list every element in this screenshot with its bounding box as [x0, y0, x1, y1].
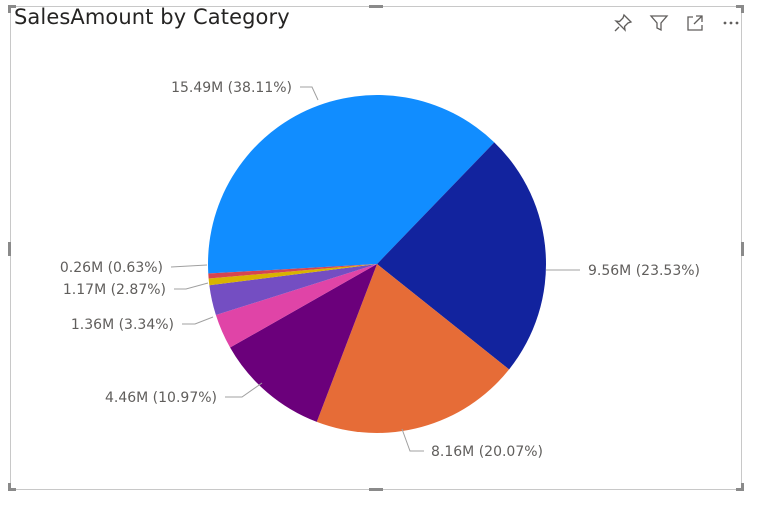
resize-handle-top-right-v[interactable]: [741, 5, 744, 13]
leader-line: [225, 382, 263, 398]
resize-handle-bottom-left[interactable]: [8, 488, 16, 491]
resize-handle-top-right[interactable]: [736, 5, 744, 8]
resize-handle-top[interactable]: [369, 5, 383, 8]
pie-slice[interactable]: [208, 95, 495, 274]
pie-slice[interactable]: [209, 264, 377, 316]
leader-line: [170, 264, 208, 268]
filter-button[interactable]: [646, 10, 672, 36]
pin-button[interactable]: [610, 10, 636, 36]
chart-title: SalesAmount by Category: [14, 5, 290, 29]
data-label: 9.56M (23.53%): [588, 263, 700, 279]
resize-handle-bottom-right-v[interactable]: [741, 483, 744, 491]
more-options-button[interactable]: [718, 10, 744, 36]
pie-slice[interactable]: [230, 264, 377, 422]
data-label: 15.49M (38.11%): [171, 80, 292, 96]
resize-handle-right[interactable]: [741, 242, 744, 256]
pie-slice[interactable]: [215, 264, 377, 348]
resize-handle-top-left-v[interactable]: [8, 5, 11, 13]
more-options-icon: [723, 21, 739, 25]
leader-line: [182, 316, 214, 325]
leader-line: [401, 428, 424, 452]
pie-slice[interactable]: [316, 264, 510, 433]
data-label: 8.16M (20.07%): [431, 444, 543, 460]
leader-line: [300, 86, 319, 101]
data-label: 1.36M (3.34%): [71, 317, 174, 333]
focus-mode-icon: [687, 15, 703, 31]
resize-handle-bottom[interactable]: [369, 488, 383, 491]
data-label: 4.46M (10.97%): [105, 390, 217, 406]
focus-mode-button[interactable]: [682, 10, 708, 36]
resize-handle-bottom-left-v[interactable]: [8, 483, 11, 491]
pie-slice[interactable]: [208, 264, 377, 286]
resize-handle-left[interactable]: [8, 242, 11, 256]
pie-slice[interactable]: [208, 264, 377, 279]
resize-handle-top-left[interactable]: [8, 5, 16, 8]
pin-icon: [614, 13, 633, 32]
visual-header-toolbar: [610, 10, 744, 36]
resize-handle-bottom-right[interactable]: [736, 488, 744, 491]
filter-icon: [649, 15, 669, 32]
pie-slice[interactable]: [377, 142, 546, 370]
data-label: 1.17M (2.87%): [63, 282, 166, 298]
data-label: 0.26M (0.63%): [60, 260, 163, 276]
leader-line: [174, 282, 209, 290]
